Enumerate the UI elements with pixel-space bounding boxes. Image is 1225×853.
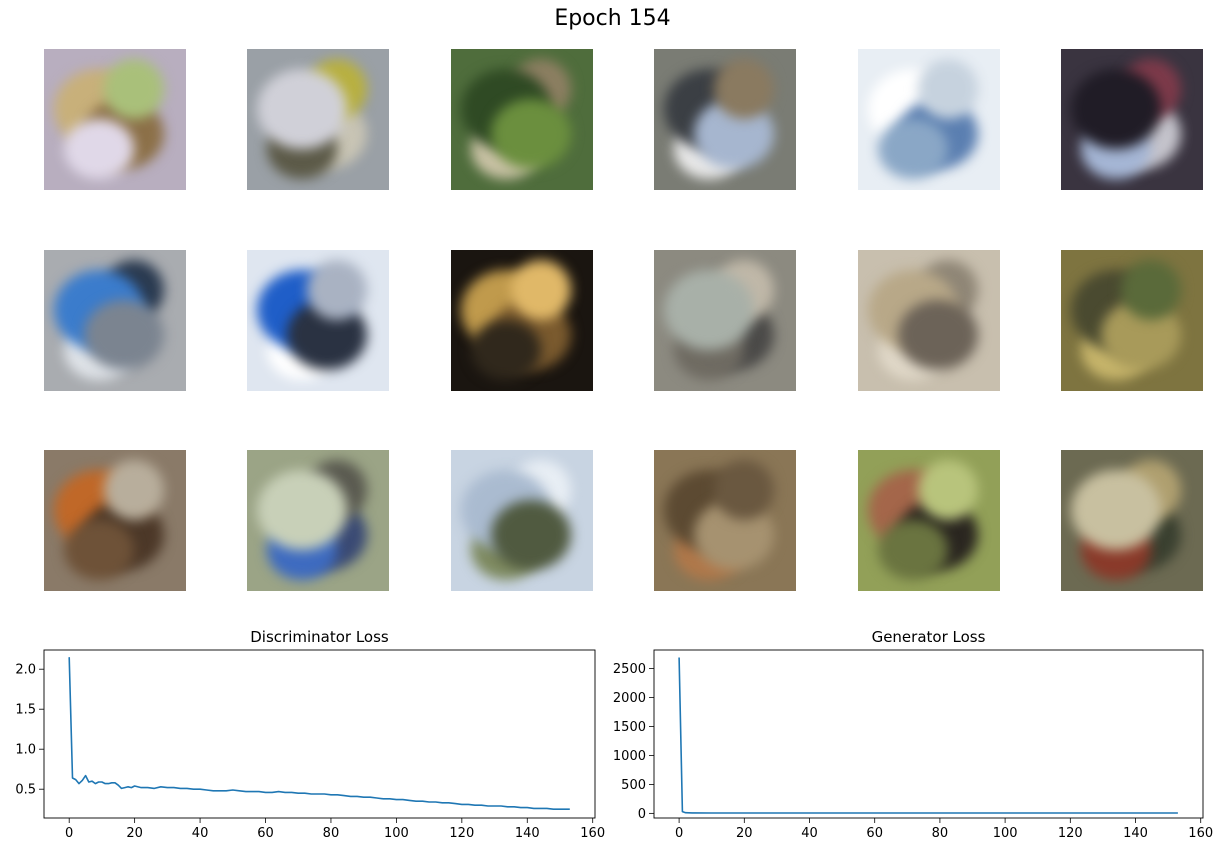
- generated-sample-image: [858, 450, 1000, 591]
- x-tick-label: 80: [932, 826, 949, 841]
- x-tick-label: 40: [192, 826, 209, 841]
- generated-sample-image: [858, 250, 1000, 391]
- x-tick-label: 80: [323, 826, 340, 841]
- generated-sample-image: [44, 49, 186, 190]
- chart-title: Discriminator Loss: [250, 628, 389, 646]
- sample-color-region: [471, 320, 541, 380]
- sample-color-region: [84, 300, 164, 370]
- y-tick-label: 1000: [613, 749, 646, 764]
- y-tick-label: 2000: [613, 691, 646, 706]
- x-tick-label: 20: [736, 826, 753, 841]
- sample-color-region: [491, 99, 571, 169]
- generated-sample-image: [44, 250, 186, 391]
- x-tick-label: 120: [1058, 826, 1083, 841]
- sample-color-region: [64, 119, 134, 179]
- sample-color-region: [918, 59, 978, 119]
- sample-color-region: [1121, 260, 1181, 320]
- generated-sample-image: [247, 450, 389, 591]
- generated-sample-image: [451, 450, 593, 591]
- sample-color-region: [714, 59, 774, 119]
- sample-color-region: [878, 119, 948, 179]
- figure-title: Epoch 154: [554, 6, 671, 31]
- sample-color-region: [1071, 470, 1161, 550]
- sample-color-region: [1071, 69, 1161, 149]
- generated-sample-image: [1061, 450, 1203, 591]
- loss-series-line: [68, 657, 570, 811]
- plot-frame: [43, 649, 596, 819]
- sample-color-region: [878, 520, 948, 580]
- sample-color-region: [898, 300, 978, 370]
- loss-chart: Discriminator Loss 0 20 40 60 80 100 120 140 160 0…: [15, 628, 605, 841]
- y-tick-label: 1.5: [15, 703, 36, 718]
- x-tick-label: 100: [993, 826, 1018, 841]
- x-tick-label: 60: [866, 826, 883, 841]
- x-tick-label: 0: [675, 826, 683, 841]
- x-tick-label: 40: [801, 826, 818, 841]
- x-tick-label: 140: [1123, 826, 1148, 841]
- x-tick-label: 60: [257, 826, 274, 841]
- y-tick-label: 1500: [613, 720, 646, 735]
- x-tick-label: 20: [126, 826, 143, 841]
- x-tick-label: 120: [449, 826, 474, 841]
- sample-color-region: [511, 260, 571, 320]
- generated-sample-image: [654, 450, 796, 591]
- generated-sample-image: [654, 250, 796, 391]
- y-tick-label: 500: [621, 778, 646, 793]
- x-tick-label: 140: [515, 826, 540, 841]
- generated-sample-image: [654, 49, 796, 190]
- generated-sample-image: [451, 250, 593, 391]
- x-tick-label: 160: [580, 826, 605, 841]
- sample-color-region: [257, 470, 347, 550]
- sample-color-region: [918, 460, 978, 520]
- generated-sample-image: [44, 450, 186, 591]
- y-tick-label: 2.0: [15, 663, 36, 678]
- loss-series-line: [678, 657, 1178, 814]
- sample-color-region: [104, 460, 164, 520]
- generated-sample-image: [1061, 49, 1203, 190]
- generated-sample-image: [451, 49, 593, 190]
- x-tick-label: 0: [65, 826, 73, 841]
- x-tick-label: 160: [1188, 826, 1213, 841]
- y-tick-label: 1.0: [15, 743, 36, 758]
- generated-sample-image: [247, 49, 389, 190]
- x-tick-label: 100: [384, 826, 409, 841]
- chart-title: Generator Loss: [872, 628, 986, 646]
- y-tick-label: 0: [638, 807, 646, 822]
- sample-color-region: [491, 500, 571, 570]
- sample-color-region: [104, 59, 164, 119]
- generated-sample-image: [858, 49, 1000, 190]
- plot-frame: [653, 649, 1204, 819]
- generated-sample-image: [247, 250, 389, 391]
- sample-color-region: [257, 69, 347, 149]
- y-tick-label: 0.5: [15, 783, 36, 798]
- sample-color-region: [307, 260, 367, 320]
- y-tick-label: 2500: [613, 662, 646, 677]
- sample-color-region: [64, 520, 134, 580]
- sample-color-region: [714, 460, 774, 520]
- loss-chart: Generator Loss 0 20 40 60 80 100 120 140 160 0 500 1…: [613, 628, 1213, 841]
- sample-color-region: [664, 270, 754, 350]
- generated-sample-image: [1061, 250, 1203, 391]
